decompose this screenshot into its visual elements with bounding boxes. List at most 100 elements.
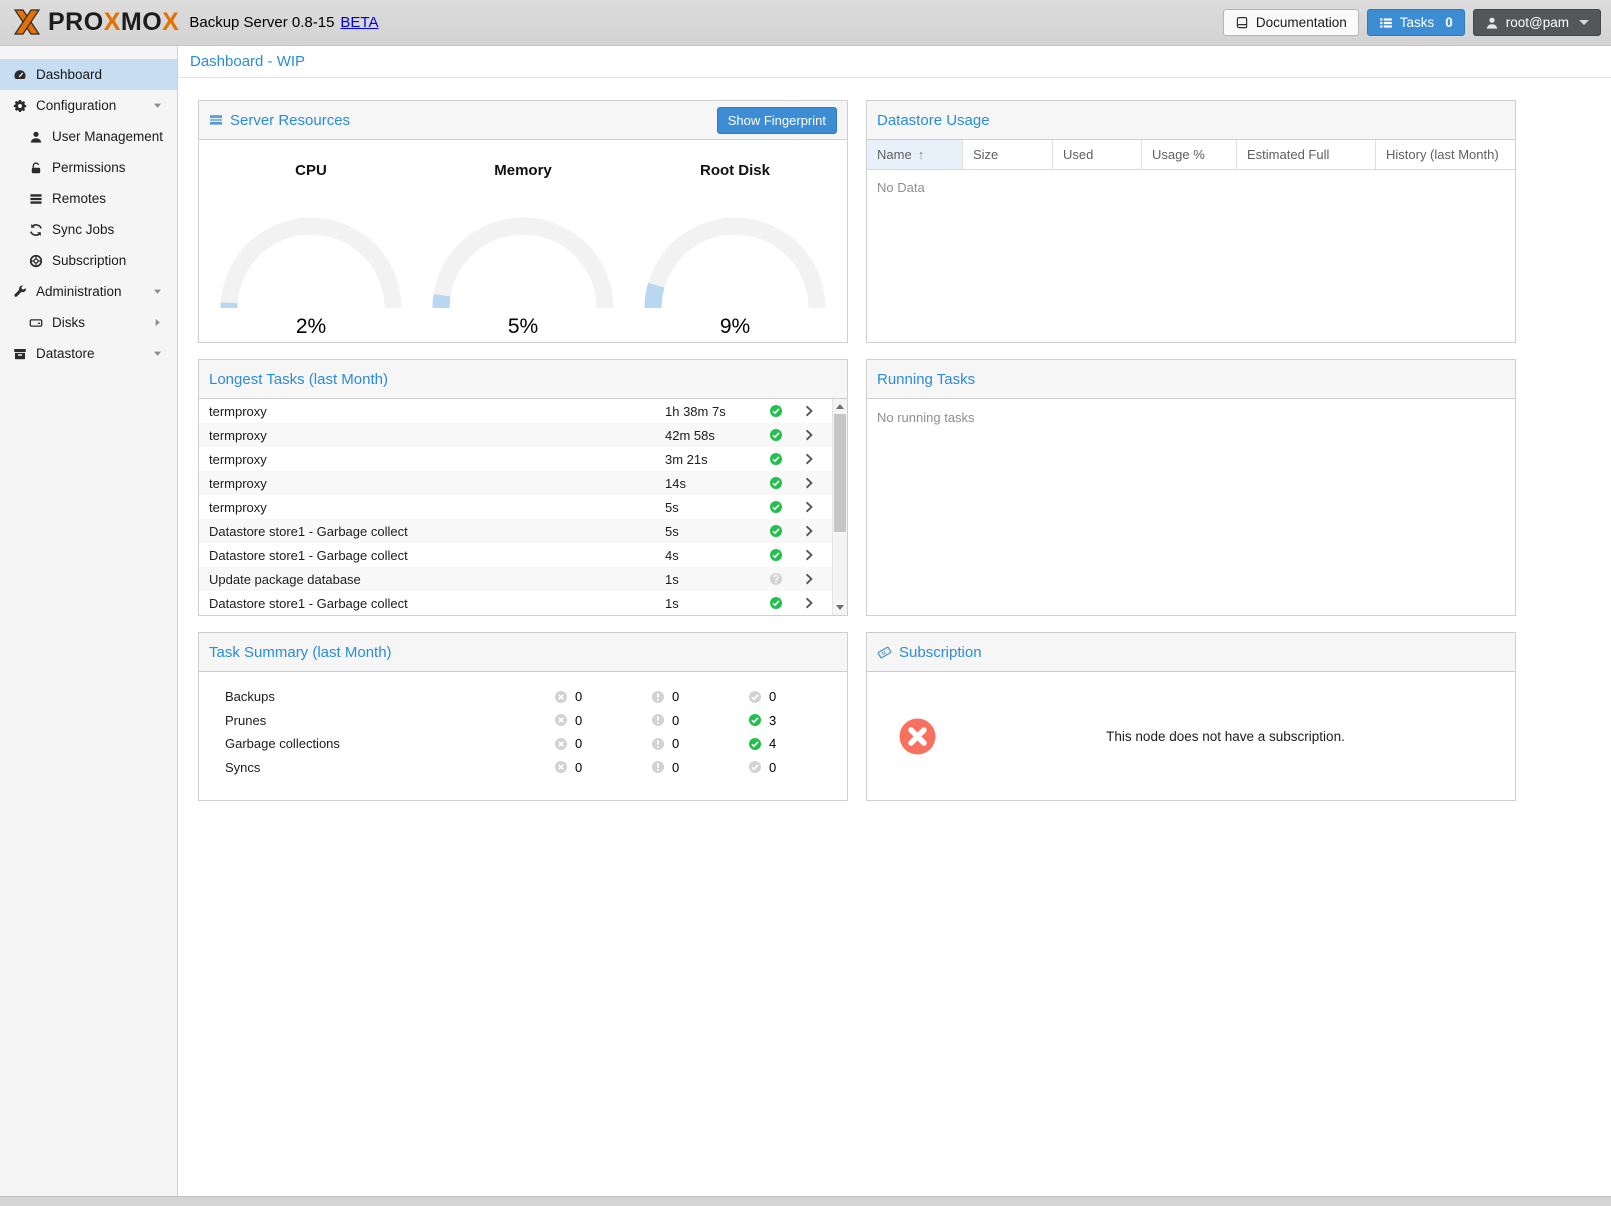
ticket-icon [877,646,892,658]
error-count: 0 [575,759,583,775]
open-task-chevron-icon[interactable] [802,500,832,514]
task-row[interactable]: termproxy 1h 38m 7s [199,399,832,423]
sidebar-item-administration[interactable]: Administration [0,276,177,307]
open-task-chevron-icon[interactable] [802,548,832,562]
beta-link[interactable]: BETA [340,14,379,31]
task-duration: 14s [665,475,686,491]
page-title: Dashboard - WIP [178,46,1611,78]
sidebar-item-disks[interactable]: Disks [0,307,177,338]
error-count: 0 [575,712,583,728]
task-row[interactable]: termproxy 3m 21s [199,447,832,471]
error-count-icon [554,737,568,751]
open-task-chevron-icon[interactable] [802,404,832,418]
column-header-usage-[interactable]: Usage % [1142,140,1237,169]
column-label: Name [877,147,912,162]
datastore-usage-panel: Datastore Usage Name ↑ Size Used Usage % Esti… [866,100,1516,343]
sidebar-item-label: Sync Jobs [52,222,115,237]
ok-count: 3 [769,712,777,728]
gauge-label: CPU [295,162,327,179]
chevron-right-icon[interactable] [152,317,163,328]
scrollbar-thumb[interactable] [834,414,846,532]
sidebar-item-remotes[interactable]: Remotes [0,183,177,214]
task-duration: 4s [665,547,679,563]
task-name: Datastore store1 - Garbage collect [209,595,408,611]
user-menu-button[interactable]: root@pam [1472,9,1601,36]
warning-count: 0 [672,736,680,752]
column-header-size[interactable]: Size [963,140,1053,169]
task-duration: 5s [665,523,679,539]
chevron-down-icon[interactable] [152,348,163,359]
summary-label: Garbage collections [225,736,340,752]
task-name: Datastore store1 - Garbage collect [209,547,408,563]
sidebar-item-configuration[interactable]: Configuration [0,90,177,121]
column-label: Size [973,147,999,162]
sidebar-item-label: User Management [52,129,164,144]
task-row[interactable]: Datastore store1 - Garbage collect 5s [199,519,832,543]
sidebar-item-sync-jobs[interactable]: Sync Jobs [0,214,177,245]
proxmox-logo: PROXMOX [10,7,179,39]
sidebar-item-datastore[interactable]: Datastore [0,338,177,369]
sidebar-item-dashboard[interactable]: Dashboard [0,59,177,90]
sidebar-item-subscription[interactable]: Subscription [0,245,177,276]
error-count-icon [554,690,568,704]
tasks-count-badge: 0 [1445,15,1453,30]
chevron-down-icon[interactable] [152,286,163,297]
open-task-chevron-icon[interactable] [802,428,832,442]
task-row[interactable]: Update package database 1s [199,567,832,591]
gauge-label: Memory [494,162,552,179]
sidebar-item-label: Subscription [52,253,127,268]
column-header-used[interactable]: Used [1053,140,1142,169]
chevron-down-icon[interactable] [152,100,163,111]
sidebar-item-permissions[interactable]: Permissions [0,152,177,183]
task-row[interactable]: Datastore store1 - Garbage collect 1s [199,591,832,615]
running-tasks-panel: Running Tasks No running tasks [866,359,1516,616]
task-name: termproxy [209,451,267,467]
scrollbar-down-arrow[interactable] [833,600,847,615]
gears-icon [12,98,28,114]
sidebar-item-user-management[interactable]: User Management [0,121,177,152]
task-row[interactable]: Datastore store1 - Garbage collect 4s [199,543,832,567]
summary-row-backups: Backups 0 0 0 [199,685,847,709]
open-task-chevron-icon[interactable] [802,596,832,610]
ok-count-icon [748,737,762,751]
warning-count-icon [651,713,665,727]
server-lines-icon [210,115,222,125]
column-header-history-last-month-[interactable]: History (last Month) [1376,140,1515,169]
user-label: root@pam [1505,15,1569,30]
column-header-estimated-full[interactable]: Estimated Full [1237,140,1376,169]
task-duration: 1s [665,571,679,587]
summary-label: Syncs [225,759,261,775]
summary-label: Backups [225,689,275,705]
task-row[interactable]: termproxy 42m 58s [199,423,832,447]
scrollbar[interactable] [832,399,847,615]
sidebar-item-label: Disks [52,315,85,330]
gauge-arc [432,217,614,309]
dashboard-icon [12,67,28,83]
task-row[interactable]: termproxy 5s [199,495,832,519]
task-name: termproxy [209,427,267,443]
ok-count-icon [748,690,762,704]
open-task-chevron-icon[interactable] [802,524,832,538]
open-task-chevron-icon[interactable] [802,476,832,490]
tasks-button[interactable]: Tasks 0 [1366,9,1465,36]
datastore-usage-empty-text: No Data [877,180,925,195]
proxmox-x-icon [13,8,41,35]
summary-label: Prunes [225,712,267,728]
status-ok-icon [769,428,802,442]
task-duration: 5s [665,499,679,515]
sidebar: Dashboard Configuration User Management Per… [0,46,178,1196]
show-fingerprint-button[interactable]: Show Fingerprint [716,106,837,134]
task-name: termproxy [209,403,267,419]
task-row[interactable]: termproxy 14s [199,471,832,495]
column-header-name[interactable]: Name ↑ [867,140,963,169]
task-name: Datastore store1 - Garbage collect [209,523,408,539]
ok-count-icon [748,713,762,727]
longest-tasks-title: Longest Tasks (last Month) [209,370,388,388]
documentation-button[interactable]: Documentation [1222,9,1359,36]
open-task-chevron-icon[interactable] [802,572,832,586]
sort-ascending-icon: ↑ [917,147,925,162]
open-task-chevron-icon[interactable] [802,452,832,466]
warning-count-icon [651,690,665,704]
unlock-icon [28,160,44,176]
scrollbar-up-arrow[interactable] [833,399,847,414]
